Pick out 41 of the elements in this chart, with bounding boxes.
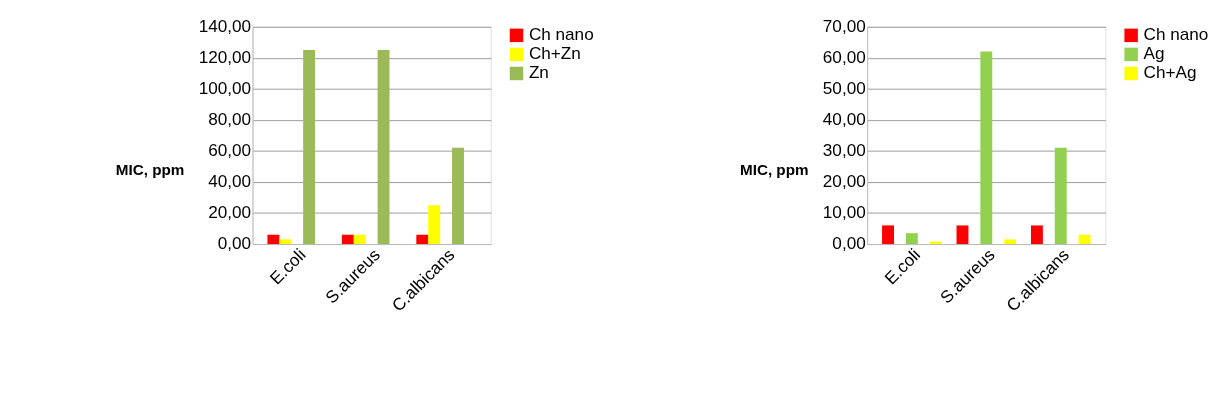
y-tick-label: 140,00 <box>198 16 252 37</box>
y-tick-label: 50,00 <box>822 78 866 99</box>
bar <box>416 234 429 245</box>
y-tick-label: 40,00 <box>208 171 252 192</box>
bar <box>1030 225 1043 245</box>
y-tick-label: 80,00 <box>208 109 252 130</box>
bar <box>956 225 969 245</box>
y-axis-title: MIC, ppm <box>739 160 809 178</box>
bar <box>882 225 894 245</box>
y-tick-label: 70,00 <box>822 16 866 37</box>
bar <box>1054 147 1067 245</box>
y-tick-label: 30,00 <box>822 140 866 161</box>
bar <box>341 234 354 245</box>
legend-label: Ch nano <box>1143 24 1209 45</box>
bar <box>353 234 366 245</box>
y-tick-label: 0,00 <box>832 233 866 254</box>
y-tick-label: 20,00 <box>822 171 866 192</box>
y-axis-title: MIC, ppm <box>115 160 185 178</box>
legend-label: Ch nano <box>528 24 594 45</box>
bar <box>1004 239 1017 245</box>
bar <box>1078 234 1091 245</box>
y-tick-label: 60,00 <box>208 140 252 161</box>
bar <box>980 51 993 245</box>
bar <box>452 147 464 245</box>
y-tick-label: 10,00 <box>822 202 866 223</box>
legend-label: Ch+Zn <box>528 43 581 64</box>
y-tick-label: 60,00 <box>822 47 866 68</box>
legend-label: Ch+Ag <box>1143 62 1197 83</box>
y-tick-label: 0,00 <box>217 233 252 254</box>
bar <box>279 239 292 245</box>
bar <box>267 234 280 245</box>
legend-label: Ag <box>1143 43 1165 64</box>
bar <box>303 50 316 245</box>
bar <box>905 233 918 245</box>
y-tick-label: 120,00 <box>198 47 252 68</box>
y-tick-label: 40,00 <box>822 109 866 130</box>
bar <box>428 205 441 245</box>
y-tick-label: 100,00 <box>198 78 252 99</box>
legend-label: Zn <box>528 62 549 83</box>
bar <box>377 50 390 245</box>
y-tick-label: 20,00 <box>208 202 252 223</box>
